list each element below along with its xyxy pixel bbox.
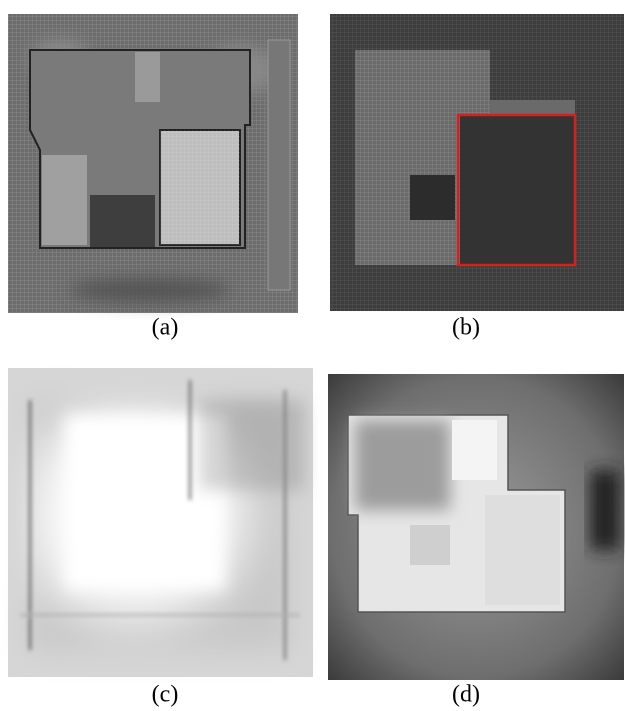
panel-label: (b)	[452, 315, 480, 341]
panel-label: (c)	[152, 682, 179, 708]
panel-c-image	[8, 368, 313, 677]
panel-d-image	[328, 374, 624, 680]
page: (a) (b) (c) (d) (() => { const dat	[0, 0, 625, 711]
panel-b-image	[330, 14, 624, 311]
figure: (a) (b) (c) (d)	[0, 0, 625, 711]
panel-a-image	[8, 14, 298, 313]
panel-label: (d)	[452, 682, 480, 708]
panel-label: (a)	[152, 315, 179, 341]
